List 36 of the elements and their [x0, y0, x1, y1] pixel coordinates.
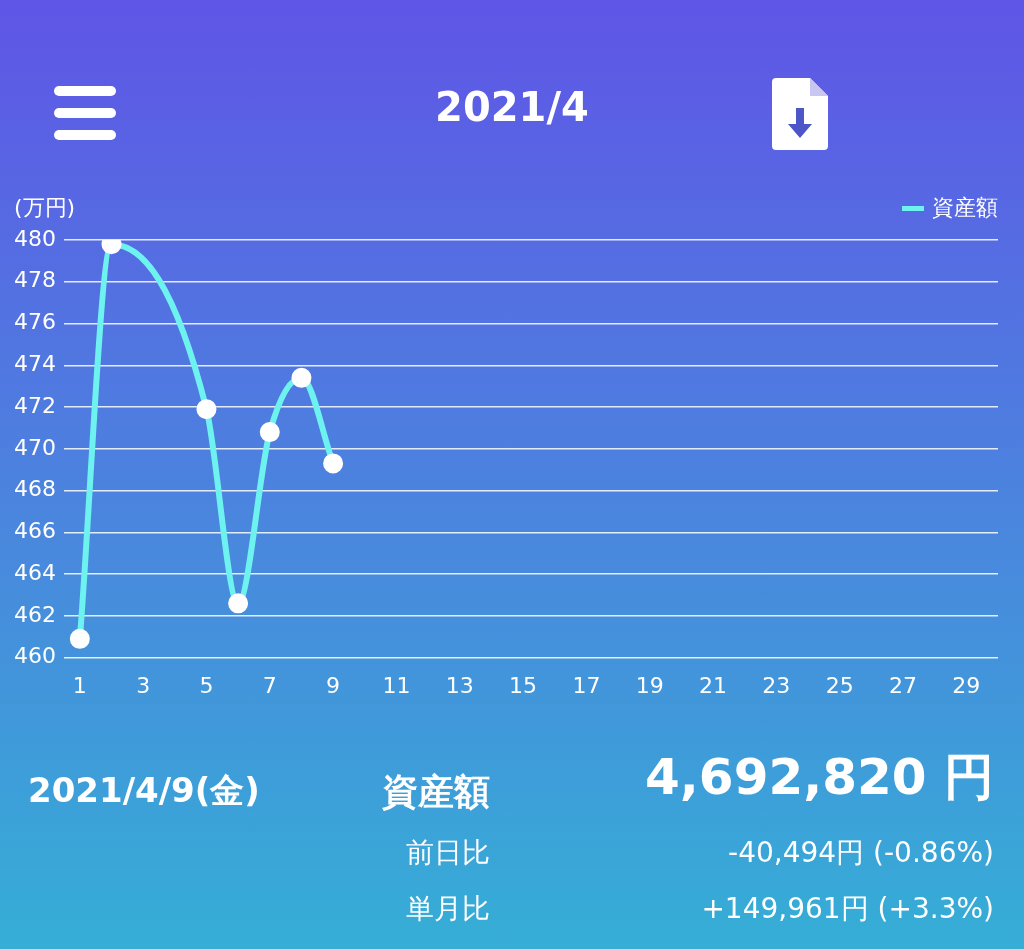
x-tick-label: 11 [382, 672, 411, 698]
x-tick-label: 17 [572, 672, 601, 698]
x-tick-label: 25 [825, 672, 854, 698]
y-tick-label: 466 [13, 518, 56, 544]
x-tick-label: 13 [445, 672, 474, 698]
x-tick-label: 9 [326, 672, 341, 698]
x-tick-label: 5 [199, 672, 214, 698]
text: 単月比 [406, 891, 490, 927]
text: 4,692,820 円 [645, 747, 994, 808]
text: 資産額 [382, 770, 490, 814]
x-tick-label: 29 [952, 672, 981, 698]
x-tick-label: 21 [699, 672, 728, 698]
x-tick-label: 19 [635, 672, 664, 698]
y-tick-label: 474 [13, 351, 56, 376]
x-tick-label: 27 [889, 672, 918, 698]
y-tick-label: 476 [13, 309, 56, 335]
chart-title: 2021/4 [434, 84, 590, 130]
text: -40,494円 (-0.86%) [728, 835, 994, 871]
y-tick-label: 478 [13, 267, 56, 293]
y-tick-label: 480 [13, 225, 56, 251]
text: 前日比 [406, 835, 490, 871]
y-axis-title: (万円) [14, 194, 76, 220]
x-tick-label: 23 [762, 672, 791, 698]
x-tick-label: 3 [136, 672, 151, 698]
x-tick-label: 1 [72, 672, 87, 698]
y-tick-label: 460 [13, 643, 56, 669]
y-tick-label: 464 [13, 559, 56, 585]
y-tick-label: 468 [13, 476, 56, 502]
x-tick-label: 15 [509, 672, 538, 698]
y-tick-label: 470 [13, 434, 56, 460]
text: +149,961円 (+3.3%) [701, 891, 994, 927]
text: 2021/4/9(金) [28, 769, 260, 812]
x-tick-label: 7 [262, 672, 277, 698]
y-tick-label: 462 [13, 601, 56, 627]
y-tick-label: 472 [13, 392, 56, 418]
legend-label: 資産額 [932, 194, 998, 220]
